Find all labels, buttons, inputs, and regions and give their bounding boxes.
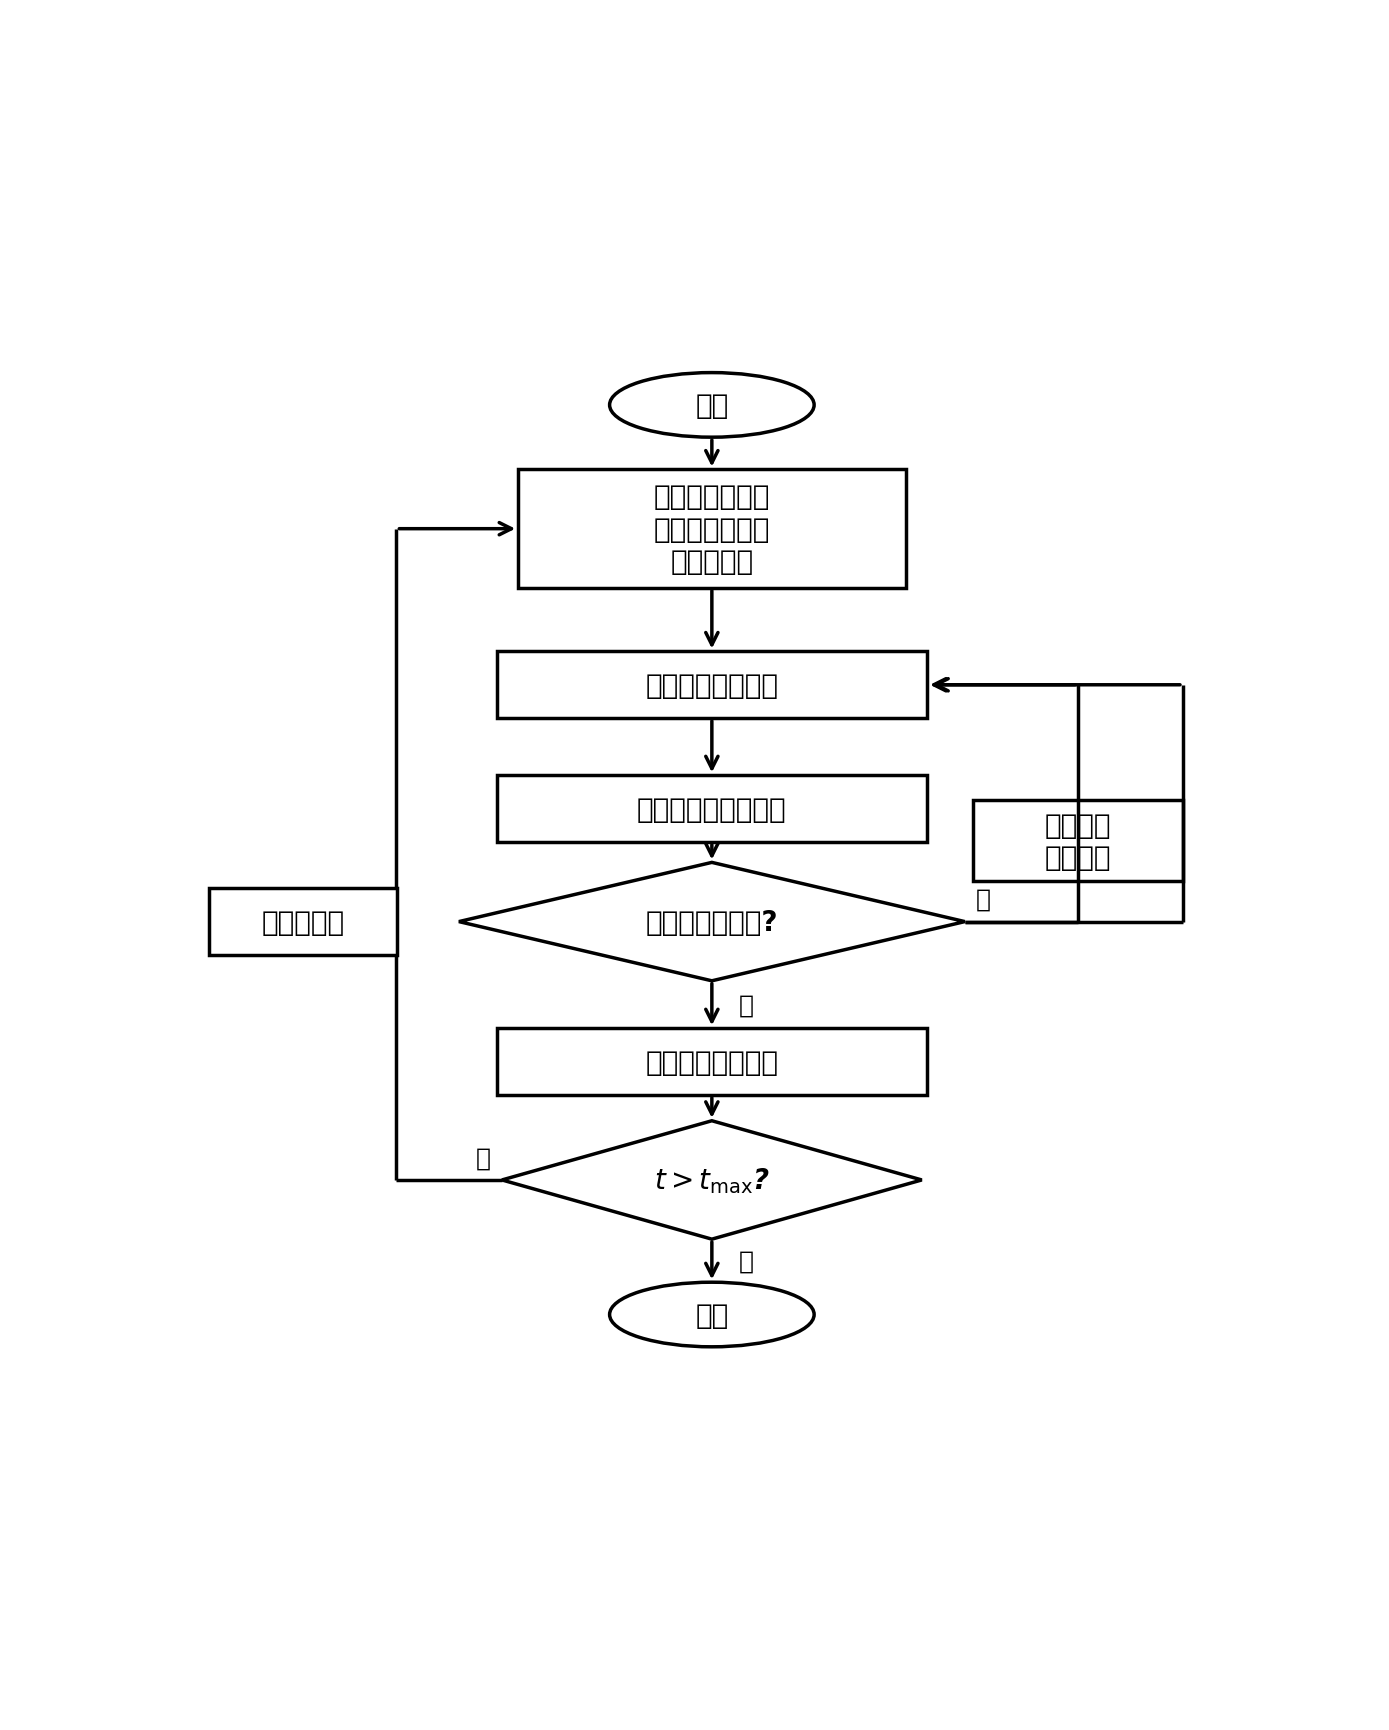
Text: 是: 是	[739, 1249, 754, 1273]
Bar	[972, 801, 1183, 882]
Text: 否: 否	[476, 1145, 492, 1169]
Text: 结束: 结束	[696, 1301, 728, 1329]
Text: 计算与实测吻合?: 计算与实测吻合?	[646, 908, 778, 936]
Polygon shape	[501, 1121, 922, 1239]
Text: 记录界面换热系数: 记录界面换热系数	[646, 1048, 778, 1076]
Text: 下一时间段: 下一时间段	[261, 908, 344, 936]
Text: 凝固过程温度场模拟: 凝固过程温度场模拟	[638, 796, 786, 823]
Ellipse shape	[610, 374, 814, 438]
Text: 开始: 开始	[696, 391, 728, 420]
Bar	[208, 889, 397, 955]
Text: 校正界面
换热系数: 校正界面 换热系数	[1045, 811, 1111, 872]
Polygon shape	[458, 863, 965, 981]
Text: 根据各测试点实
测的随时间变化
的温度数据: 根据各测试点实 测的随时间变化 的温度数据	[654, 483, 770, 576]
Bar	[518, 471, 906, 588]
Ellipse shape	[610, 1282, 814, 1348]
Text: 是: 是	[739, 993, 754, 1017]
Text: 否: 否	[975, 887, 990, 912]
Bar	[497, 775, 928, 843]
Text: $t>t_{\rm max}$?: $t>t_{\rm max}$?	[654, 1166, 770, 1195]
Bar	[497, 1029, 928, 1095]
Text: 估计界面换热系数: 估计界面换热系数	[646, 671, 778, 699]
Bar	[497, 652, 928, 718]
